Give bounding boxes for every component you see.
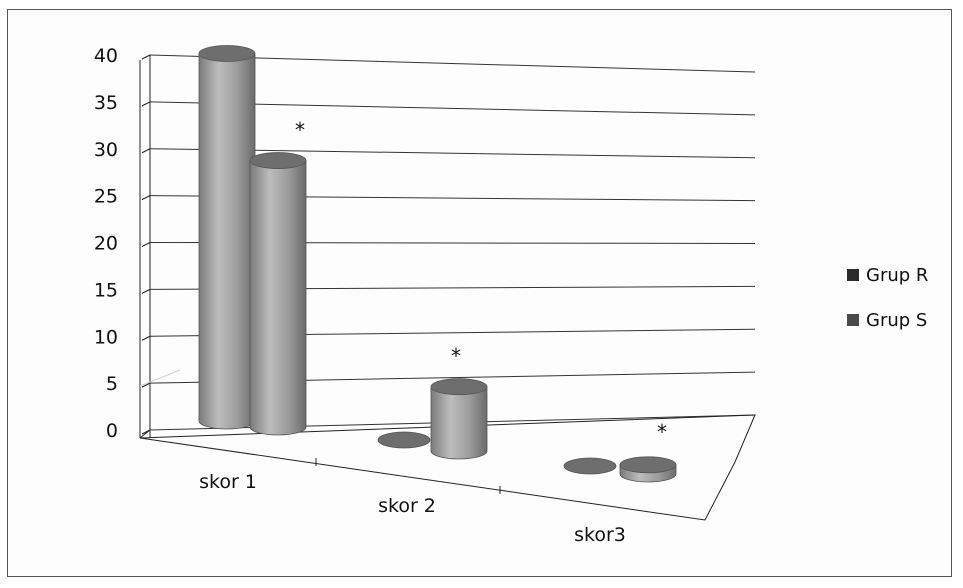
floor-plane xyxy=(139,414,756,521)
significance-marker: * xyxy=(451,344,461,368)
x-tick-label: skor 1 xyxy=(199,471,257,493)
bar-body xyxy=(430,386,488,460)
y-tick-mark xyxy=(141,242,151,247)
y-tick-label: 25 xyxy=(94,186,118,208)
legend-label: Grup S xyxy=(866,310,927,331)
bar-top xyxy=(249,152,307,169)
labels-layer: 0 5 10 15 20 25 30 35 40 skor 1 * skor 2 * skor3 * xyxy=(94,45,667,546)
bars-layer xyxy=(198,45,677,483)
bar-grup-r-2 xyxy=(377,431,431,449)
y-tick-label: 35 xyxy=(94,92,118,114)
bar-top xyxy=(198,45,256,62)
y-tick-mark xyxy=(141,382,151,388)
y-tick-mark xyxy=(141,148,151,154)
bar-top xyxy=(563,457,617,475)
bar-grup-s-1 xyxy=(249,152,307,436)
side-wall-edge xyxy=(139,429,151,439)
legend-swatch xyxy=(847,269,859,281)
y-tick-label: 30 xyxy=(94,139,118,161)
x-tick-label: skor3 xyxy=(574,524,626,546)
y-tick-label: 0 xyxy=(106,420,118,442)
legend: Grup R Grup S xyxy=(847,265,928,331)
significance-marker: * xyxy=(657,420,667,444)
bar-body xyxy=(198,53,256,430)
y-tick-mark xyxy=(141,195,151,201)
x-tick-label: skor 2 xyxy=(378,495,436,517)
y-tick-mark xyxy=(141,101,151,107)
bar-top xyxy=(430,378,488,396)
legend-label: Grup R xyxy=(866,265,928,286)
bar-grup-s-3 xyxy=(619,456,677,483)
bar-body xyxy=(249,160,307,436)
significance-marker: * xyxy=(295,118,305,142)
y-tick-label: 15 xyxy=(94,279,118,301)
bar-top xyxy=(619,456,677,474)
chart-frame xyxy=(7,9,952,577)
y-tick-mark xyxy=(141,288,151,294)
bar-grup-r-3 xyxy=(563,457,617,475)
y-tick-label: 20 xyxy=(94,233,118,255)
side-wall-gridline xyxy=(139,369,181,387)
y-tick-label: 10 xyxy=(94,326,118,348)
bar-top xyxy=(377,431,431,449)
bar-grup-r-1 xyxy=(198,45,256,430)
y-tick-label: 40 xyxy=(94,45,118,67)
y-tick-mark xyxy=(141,54,151,60)
legend-swatch xyxy=(847,314,859,326)
y-tick-mark xyxy=(141,335,151,341)
y-tick-label: 5 xyxy=(106,373,118,395)
bar-grup-s-2 xyxy=(430,378,488,460)
